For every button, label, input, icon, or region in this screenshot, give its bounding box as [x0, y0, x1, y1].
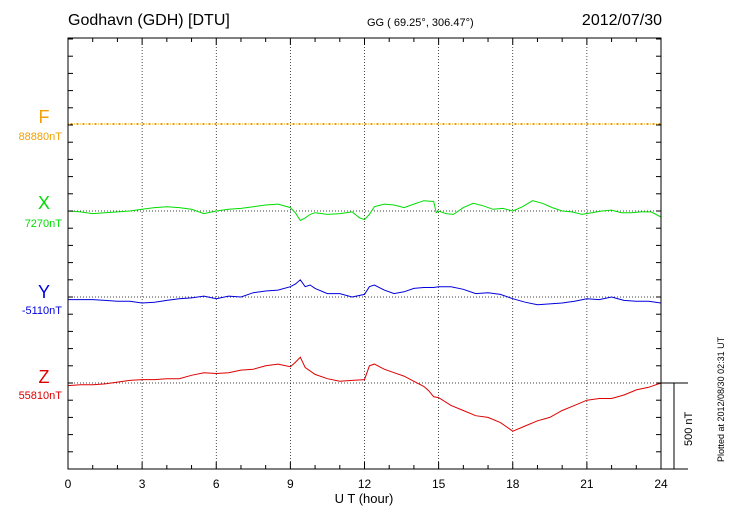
- axis-ticks: [67, 38, 662, 470]
- channel-y-baseline: -5110nT: [21, 305, 62, 317]
- scale-bar: 500 nT: [661, 382, 695, 470]
- x-tick-label: 0: [65, 477, 72, 491]
- x-tick-labels: 0 3 6 9 12 15 18 21 24: [65, 477, 668, 491]
- scale-bar-label: 500 nT: [683, 411, 695, 446]
- x-tick-label: 3: [139, 477, 146, 491]
- x-tick-label: 18: [506, 477, 520, 491]
- trace-x: [67, 200, 662, 222]
- plotted-timestamp: Plotted at 2012/08/30 02:31 UT: [716, 336, 726, 462]
- channel-z-baseline: 55810nT: [18, 390, 62, 402]
- channel-y-label: Y: [37, 282, 50, 302]
- x-tick-label: 9: [287, 477, 294, 491]
- x-tick-label: 21: [580, 477, 594, 491]
- trace-z: [67, 356, 662, 432]
- traces: [67, 123, 662, 432]
- grid-lines: [68, 38, 661, 469]
- x-tick-label: 12: [358, 477, 372, 491]
- channel-x-baseline: 7270nT: [24, 218, 62, 230]
- x-tick-label: 24: [654, 477, 668, 491]
- plot-date: 2012/07/30: [581, 12, 662, 29]
- station-title: Godhavn (GDH) [DTU]: [68, 12, 230, 29]
- station-coordinates: GG ( 69.25°, 306.47°): [367, 17, 474, 29]
- channel-f-baseline: 88880nT: [18, 131, 62, 143]
- channel-x-label: X: [37, 193, 50, 213]
- trace-y: [68, 279, 662, 306]
- x-axis-label: U T (hour): [335, 491, 394, 506]
- channel-f-label: F: [38, 107, 50, 127]
- x-tick-label: 6: [213, 477, 220, 491]
- channel-z-label: Z: [38, 367, 50, 387]
- x-tick-label: 15: [432, 477, 446, 491]
